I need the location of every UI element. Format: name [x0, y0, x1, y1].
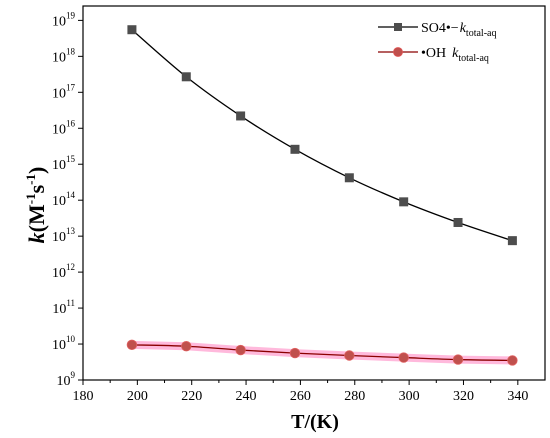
y-axis-title-exp: -1	[23, 174, 38, 185]
series-layer	[126, 25, 518, 366]
legend-item-oh: •OH ktotal-aq	[378, 46, 489, 64]
y-tick-base: 10	[52, 338, 66, 353]
data-point	[127, 25, 137, 35]
y-axis: 1091010101110121013101410151016101710181…	[52, 10, 83, 389]
y-axis-title-k: k	[24, 232, 49, 243]
y-tick-base: 10	[52, 122, 66, 137]
y-tick-label: 1019	[52, 10, 76, 29]
y-axis-title: k(M-1s-1)	[23, 167, 49, 244]
plot-area-border	[82, 5, 546, 381]
y-tick-base: 10	[52, 14, 66, 29]
y-tick-exponent: 17	[66, 82, 76, 92]
y-tick-label: 109	[57, 370, 76, 389]
x-tick-label: 320	[453, 389, 474, 404]
x-axis: 180 200 220 240 260 280 300 320 340	[73, 380, 528, 404]
legend-label-oh: •OH ktotal-aq	[421, 46, 489, 64]
data-point	[507, 355, 518, 366]
y-tick-label: 1017	[52, 82, 76, 101]
data-point	[453, 217, 463, 227]
legend-label-so4-main: SO4•−	[421, 21, 459, 36]
y-tick-exponent: 12	[66, 262, 75, 272]
y-tick-base: 10	[52, 158, 66, 173]
plot-frame	[82, 5, 546, 381]
y-tick-label: 1015	[52, 154, 76, 173]
y-tick-label: 1010	[52, 334, 76, 353]
x-tick-label: 240	[236, 389, 257, 404]
y-axis-title-part: s	[24, 184, 49, 193]
x-tick-label: 180	[73, 389, 94, 404]
y-tick-base: 10	[52, 86, 66, 101]
y-tick-exponent: 15	[66, 154, 76, 164]
y-tick-label: 1018	[52, 46, 76, 65]
y-tick-exponent: 18	[66, 46, 76, 56]
y-tick-exponent: 10	[66, 334, 76, 344]
legend-label-oh-main: •OH	[421, 46, 446, 61]
y-tick-exponent: 11	[66, 298, 75, 308]
y-tick-label: 1011	[52, 298, 75, 317]
x-tick-label: 220	[181, 389, 202, 404]
data-point	[507, 236, 517, 246]
data-point	[398, 352, 409, 363]
data-point	[344, 350, 355, 361]
y-tick-base: 10	[52, 194, 66, 209]
x-axis-title: T/(K)	[291, 411, 339, 433]
legend-label-so4-sub: total-aq	[466, 28, 497, 39]
data-point	[452, 354, 464, 365]
legend-label-so4-k: k	[460, 21, 467, 36]
y-tick-exponent: 14	[66, 190, 76, 200]
legend-marker-so4	[394, 23, 402, 31]
y-tick-label: 1014	[52, 190, 76, 209]
y-axis-title-part: (M	[24, 204, 49, 232]
y-tick-base: 10	[52, 266, 66, 281]
x-tick-label: 280	[344, 389, 365, 404]
x-tick-label: 200	[127, 389, 148, 404]
x-tick-label: 260	[290, 389, 311, 404]
legend-label-so4: SO4•−ktotal-aq	[421, 21, 496, 39]
y-tick-base: 10	[52, 302, 66, 317]
data-point	[399, 197, 409, 207]
data-point	[235, 344, 246, 356]
data-point	[236, 111, 246, 121]
series-line	[131, 29, 513, 242]
legend-item-so4: SO4•−ktotal-aq	[378, 21, 496, 39]
y-tick-label: 1016	[52, 118, 76, 137]
y-tick-base: 10	[57, 374, 71, 389]
y-tick-base: 10	[52, 50, 66, 65]
y-tick-base: 10	[52, 230, 66, 245]
y-tick-exponent: 9	[71, 370, 76, 380]
data-point	[290, 144, 300, 154]
y-axis-title-part: )	[24, 167, 49, 174]
y-tick-exponent: 13	[66, 226, 76, 236]
x-tick-label: 340	[507, 389, 528, 404]
data-point	[181, 72, 191, 82]
data-point	[289, 347, 301, 359]
legend: SO4•−ktotal-aq •OH ktotal-aq	[378, 21, 496, 64]
y-tick-exponent: 19	[66, 10, 76, 20]
series-so4	[127, 25, 517, 246]
y-axis-title-exp: -1	[23, 193, 38, 204]
data-point	[344, 173, 354, 183]
legend-label-oh-k: k	[452, 46, 459, 61]
data-point	[126, 339, 138, 351]
legend-label-oh-sub: total-aq	[458, 53, 489, 64]
y-tick-label: 1012	[52, 262, 75, 281]
data-point	[181, 341, 192, 352]
legend-marker-oh	[393, 47, 403, 57]
y-tick-label: 1013	[52, 226, 76, 245]
x-tick-label: 300	[399, 389, 420, 404]
y-tick-exponent: 16	[66, 118, 76, 128]
series-oh	[126, 339, 518, 366]
